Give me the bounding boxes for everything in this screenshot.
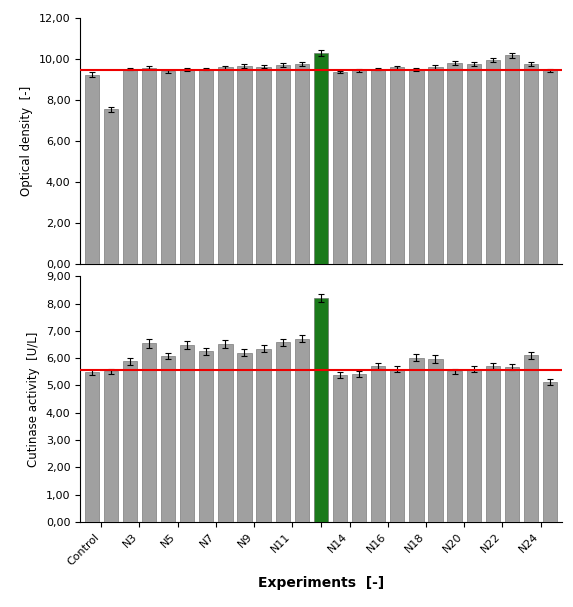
Bar bbox=[485, 60, 500, 264]
Bar bbox=[371, 69, 385, 264]
Bar bbox=[352, 70, 366, 264]
Bar bbox=[104, 371, 118, 522]
Bar bbox=[390, 368, 405, 522]
Bar bbox=[409, 69, 423, 264]
Bar bbox=[524, 64, 538, 264]
Bar bbox=[371, 366, 385, 522]
X-axis label: Experiments  [-]: Experiments [-] bbox=[258, 575, 384, 589]
Bar bbox=[466, 64, 481, 264]
Bar bbox=[505, 367, 519, 522]
Bar bbox=[237, 353, 252, 522]
Bar bbox=[448, 63, 462, 264]
Bar bbox=[218, 344, 233, 522]
Bar bbox=[276, 65, 290, 264]
Bar bbox=[180, 345, 194, 522]
Bar bbox=[448, 371, 462, 522]
Bar bbox=[123, 69, 137, 264]
Bar bbox=[314, 298, 328, 522]
Bar bbox=[257, 67, 271, 264]
Bar bbox=[390, 67, 405, 264]
Bar bbox=[505, 55, 519, 264]
Bar bbox=[333, 375, 347, 522]
Y-axis label: Optical density  [-]: Optical density [-] bbox=[20, 86, 33, 196]
Bar bbox=[218, 67, 233, 264]
Bar bbox=[352, 374, 366, 522]
Bar bbox=[199, 69, 213, 264]
Bar bbox=[333, 72, 347, 264]
Bar bbox=[85, 372, 99, 522]
Bar bbox=[180, 70, 194, 264]
Bar bbox=[409, 358, 423, 522]
Bar bbox=[161, 356, 175, 522]
Bar bbox=[295, 64, 309, 264]
Bar bbox=[429, 67, 442, 264]
Bar bbox=[524, 356, 538, 522]
Bar bbox=[466, 369, 481, 522]
Bar bbox=[543, 382, 558, 522]
Bar bbox=[85, 75, 99, 264]
Y-axis label: Cutinase activity  [U/L]: Cutinase activity [U/L] bbox=[28, 331, 40, 467]
Bar bbox=[199, 351, 213, 522]
Bar bbox=[142, 68, 156, 264]
Bar bbox=[276, 342, 290, 522]
Bar bbox=[104, 109, 118, 264]
Bar bbox=[314, 53, 328, 264]
Bar bbox=[485, 366, 500, 522]
Bar bbox=[429, 359, 442, 522]
Bar bbox=[142, 343, 156, 522]
Bar bbox=[161, 72, 175, 264]
Bar bbox=[257, 348, 271, 522]
Bar bbox=[123, 361, 137, 522]
Bar bbox=[237, 66, 252, 264]
Bar bbox=[543, 70, 558, 264]
Bar bbox=[295, 339, 309, 522]
